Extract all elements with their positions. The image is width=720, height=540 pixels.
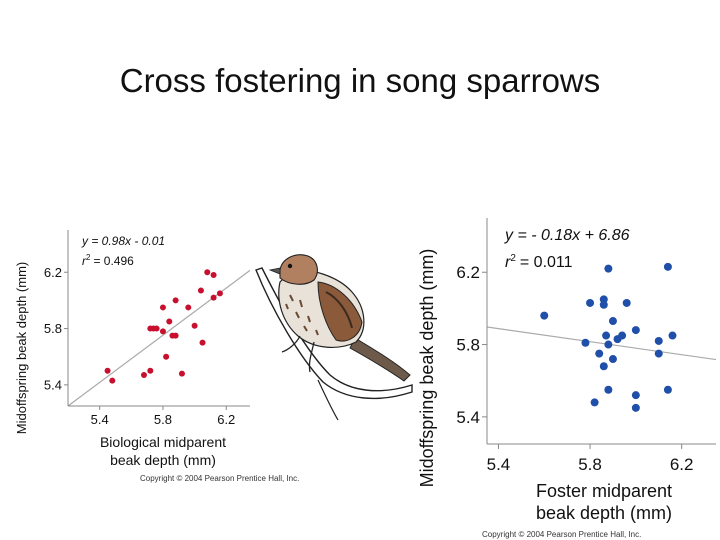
data-point [631,391,640,400]
y-axis-label: Midoffspring beak depth (mm) [417,249,437,488]
data-point [104,367,111,374]
sparrow-breast-streaks [285,294,319,336]
biological-scatter-chart: Midoffspring beak depth (mm) Biological … [14,230,299,483]
data-point [216,290,223,297]
x-axis-label-line2: beak depth (mm) [110,452,216,468]
data-point [147,367,154,374]
data-point [663,385,672,394]
x-tick-label: 5.8 [578,455,602,474]
data-point [185,304,192,311]
y-tick-label: 6.2 [456,263,480,282]
regression-equation: y = 0.98x - 0.01 [81,234,165,248]
data-point [109,377,116,384]
data-point [595,349,604,358]
sparrow-legs [281,335,315,373]
sparrow-illustration [255,254,413,421]
data-point [172,332,179,339]
data-point [159,328,166,335]
x-tick-label: 6.2 [670,455,694,474]
x-tick-label: 6.2 [217,412,235,427]
data-point [602,331,611,340]
r-symbol: r [505,254,511,271]
data-point [540,311,549,320]
data-point [210,272,217,279]
data-point [668,331,677,340]
sparrow-beak [268,267,281,275]
data-point [663,262,672,271]
data-point [604,264,613,273]
data-point [608,355,617,364]
x-tick-label: 5.4 [487,455,511,474]
sparrow-tail [349,337,411,382]
data-point [654,349,663,358]
regression-line [486,326,717,361]
data-point [654,336,663,345]
x-axis-label-line1: Foster midparent [536,481,672,501]
branch-shape [255,267,413,400]
copyright-text: Copyright © 2004 Pearson Prentice Hall, … [482,530,641,539]
r-sup: 2 [510,253,516,264]
data-point [599,362,608,371]
y-tick-label: 5.4 [456,408,480,427]
data-point [599,300,608,309]
data-point [153,325,160,332]
data-point [210,294,217,301]
y-tick-label: 5.4 [44,377,62,392]
y-tick-label: 5.8 [44,321,62,336]
x-tick-label: 5.4 [91,412,109,427]
data-point [166,318,173,325]
data-point [159,304,166,311]
regression-equation: y = - 0.18x + 6.86 [504,227,630,244]
data-point [199,339,206,346]
slide-title: Cross fostering in song sparrows [119,62,601,99]
data-point [590,398,599,407]
data-point [604,340,613,349]
r-squared-value: = 0.011 [520,254,573,271]
data-point [586,298,595,307]
data-point [618,331,627,340]
r-squared-label: r2 = 0.011 [505,253,573,271]
sparrow-wing-stripe [325,291,353,329]
copyright-text: Copyright © 2004 Pearson Prentice Hall, … [140,474,299,483]
x-axis-label-line1: Biological midparent [100,434,226,450]
data-point [204,269,211,276]
r-squared-value: = 0.496 [93,254,134,268]
sparrow-eye [287,263,293,269]
foster-scatter-chart: Midoffspring beak depth (mm) Foster midp… [417,218,717,539]
data-point [608,317,617,326]
data-point [622,298,631,307]
data-point [631,403,640,412]
data-point [172,297,179,304]
data-point [581,338,590,347]
data-point [197,287,204,294]
data-point [631,326,640,335]
r-squared-label: r2 = 0.496 [82,253,134,268]
data-point [191,322,198,329]
data-point [178,370,185,377]
y-tick-label: 6.2 [44,265,62,280]
x-tick-label: 5.8 [154,412,172,427]
regression-line [67,269,251,407]
y-tick-label: 5.8 [456,336,480,355]
x-axis-label-line2: beak depth (mm) [536,503,672,523]
data-point [604,385,613,394]
r-symbol: r [82,254,87,268]
r-sup: 2 [86,253,91,262]
twig-shape [317,379,339,421]
data-point [163,353,170,360]
data-point [140,372,147,379]
sparrow-head [279,254,318,285]
y-axis-label: Midoffspring beak depth (mm) [14,262,29,434]
